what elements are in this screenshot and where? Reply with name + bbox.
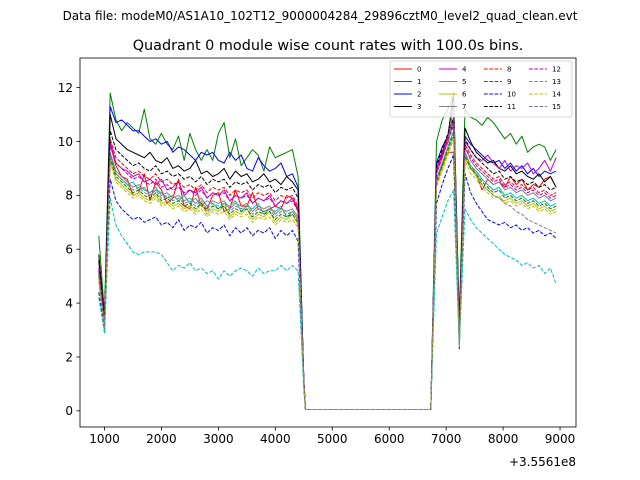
legend-label-2: 2	[417, 91, 421, 99]
legend-label-13: 13	[552, 78, 561, 86]
legend-label-3: 3	[417, 103, 421, 111]
x-axis: 1000 2000 3000 4000 5000 6000 7000 8000 9000	[89, 427, 575, 446]
y-tick-label-6: 12	[58, 81, 73, 95]
legend-label-1: 1	[417, 78, 421, 86]
series-line-7	[98, 100, 557, 410]
chart-suptitle: Data file: modeM0/AS1A10_102T12_90000042…	[63, 9, 578, 23]
chart-title: Quadrant 0 module wise count rates with …	[133, 38, 524, 54]
plot-frame	[79, 57, 577, 428]
series-line-12	[98, 124, 557, 410]
y-axis: 0 2 4 6 8 10 12	[58, 81, 80, 418]
series-line-5	[98, 130, 557, 410]
x-tick-label-6: 7000	[431, 432, 462, 446]
series-line-9	[98, 132, 557, 410]
legend-label-10: 10	[507, 91, 516, 99]
x-tick-label-4: 5000	[317, 432, 348, 446]
legend-label-0: 0	[417, 66, 421, 74]
legend-label-9: 9	[507, 78, 511, 86]
y-tick-label-1: 2	[65, 350, 73, 364]
y-tick-label-3: 6	[65, 243, 73, 257]
legend-label-4: 4	[462, 66, 467, 74]
x-tick-label-2: 3000	[203, 432, 234, 446]
x-tick-label-3: 4000	[260, 432, 291, 446]
legend-label-8: 8	[507, 66, 511, 74]
legend-label-11: 11	[507, 103, 516, 111]
series-line-6	[98, 135, 557, 410]
series-line-8	[98, 122, 557, 410]
legend-label-5: 5	[462, 78, 466, 86]
x-tick-label-5: 6000	[374, 432, 405, 446]
x-tick-label-1: 2000	[146, 432, 177, 446]
y-tick-label-4: 8	[65, 189, 73, 203]
legend-label-12: 12	[552, 66, 561, 74]
legend-label-7: 7	[462, 103, 466, 111]
y-tick-label-2: 4	[65, 296, 73, 310]
legend-label-15: 15	[552, 103, 561, 111]
x-axis-offset-label: +3.5561e8	[509, 455, 576, 469]
series-line-15	[98, 106, 557, 410]
series-lines	[98, 92, 557, 410]
y-tick-label-0: 0	[65, 404, 73, 418]
series-line-13	[98, 189, 557, 410]
legend-frame	[389, 60, 573, 118]
series-line-2	[98, 106, 557, 410]
series-line-1	[98, 92, 557, 410]
x-tick-label-0: 1000	[89, 432, 120, 446]
y-tick-label-5: 10	[58, 135, 73, 149]
legend-label-6: 6	[462, 91, 467, 99]
series-line-3	[98, 92, 557, 410]
legend-label-14: 14	[552, 91, 561, 99]
x-tick-label-8: 9000	[545, 432, 576, 446]
x-tick-label-7: 8000	[488, 432, 519, 446]
